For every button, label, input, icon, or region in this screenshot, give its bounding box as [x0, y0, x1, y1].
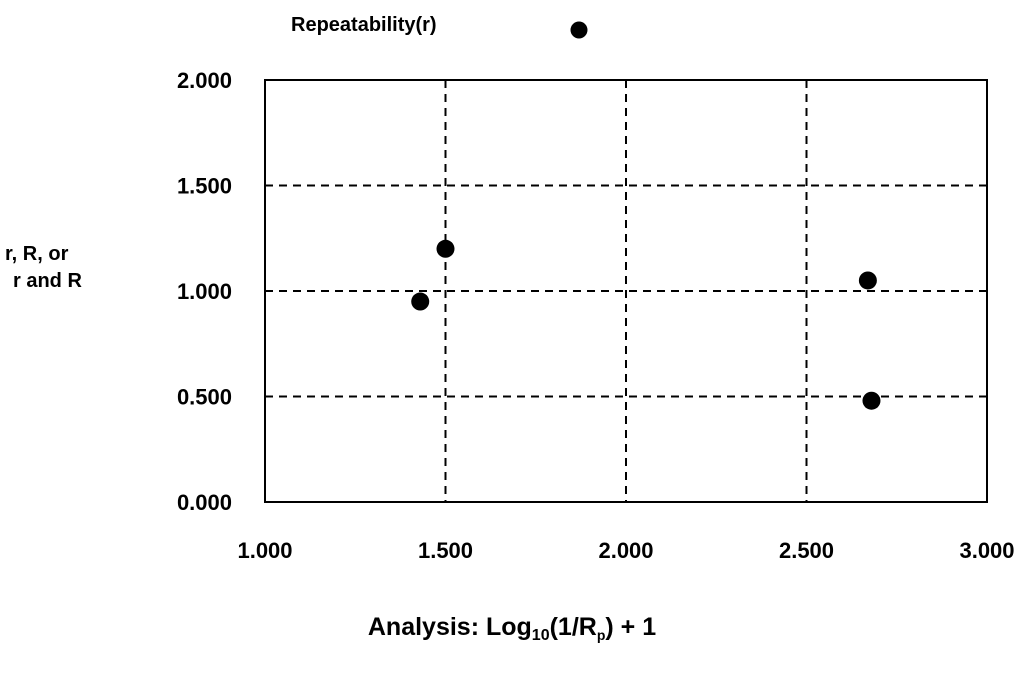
y-axis-label-line-2: r and R: [13, 270, 82, 292]
legend-marker: [570, 21, 588, 39]
y-tick-label-1: 0.500: [177, 385, 232, 410]
x-axis-label-suffix: ) + 1: [605, 613, 657, 641]
x-tick-label-2: 2.000: [598, 538, 653, 563]
data-point-0-0: [411, 292, 430, 311]
y-tick-label-3: 1.500: [177, 174, 232, 199]
y-tick-labels: 0.000 0.500 1.000 1.500 2.000: [177, 68, 232, 515]
y-tick-label-0: 0.000: [177, 490, 232, 515]
x-tick-label-3: 2.500: [779, 538, 834, 563]
x-tick-label-0: 1.000: [237, 538, 292, 563]
x-tick-label-4: 3.000: [959, 538, 1014, 563]
grid-lines: [265, 80, 987, 502]
data-points: [411, 239, 881, 410]
data-point-0-1: [436, 239, 455, 258]
y-tick-label-2: 1.000: [177, 279, 232, 304]
y-tick-label-4: 2.000: [177, 68, 232, 93]
x-tick-labels: 1.000 1.500 2.000 2.500 3.000: [237, 538, 1014, 563]
x-axis-label: Analysis: Log10(1/Rp) + 1: [0, 613, 1024, 645]
plot-area-frame: [264, 79, 988, 503]
x-axis-label-subscript-10: 10: [531, 627, 550, 644]
x-axis-label-prefix: Analysis: Log: [367, 613, 532, 641]
legend-label: Repeatability(r): [291, 14, 437, 36]
data-point-0-2: [858, 271, 877, 290]
data-point-0-3: [862, 391, 881, 410]
y-axis-label-line-1: r, R, or: [5, 243, 69, 265]
x-axis-label-middle: (1/R: [549, 613, 597, 641]
x-tick-label-1: 1.500: [418, 538, 473, 563]
x-axis-label-subscript-p: p: [596, 627, 606, 643]
